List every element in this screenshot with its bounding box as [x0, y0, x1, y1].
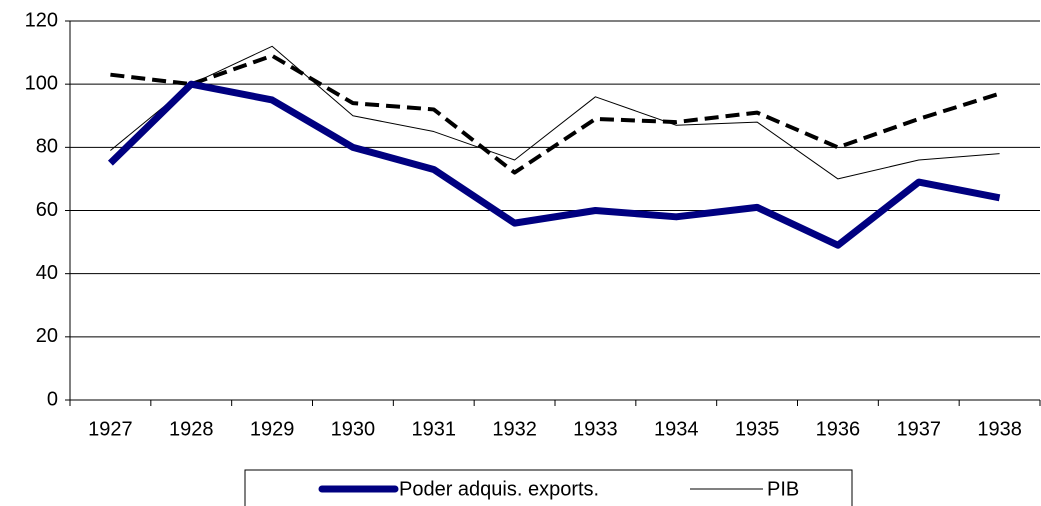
y-tick-label: 100: [25, 72, 58, 94]
x-tick-label: 1927: [88, 418, 133, 440]
legend-label: Poder adquis. exports.: [399, 478, 599, 500]
x-tick-label: 1938: [977, 418, 1022, 440]
series-line: [110, 45, 1000, 180]
y-tick-label: 60: [36, 199, 58, 221]
x-tick-label: 1934: [654, 418, 699, 440]
x-tick-label: 1928: [169, 418, 214, 440]
x-tick-label: 1936: [816, 418, 861, 440]
legend-label: PIB: [767, 478, 799, 500]
y-tick-label: 20: [36, 325, 58, 347]
x-tick-label: 1932: [492, 418, 537, 440]
x-tick-label: 1933: [573, 418, 618, 440]
series-line: [110, 53, 1001, 175]
x-tick-label: 1935: [735, 418, 780, 440]
x-tick-label: 1931: [412, 418, 457, 440]
x-tick-label: 1937: [897, 418, 942, 440]
x-tick-label: 1930: [331, 418, 376, 440]
x-tick-label: 1929: [250, 418, 295, 440]
y-tick-label: 40: [36, 262, 58, 284]
y-tick-label: 120: [25, 9, 58, 31]
series-line: [107, 80, 1001, 249]
y-tick-label: 80: [36, 136, 58, 158]
y-tick-label: 0: [47, 388, 58, 410]
